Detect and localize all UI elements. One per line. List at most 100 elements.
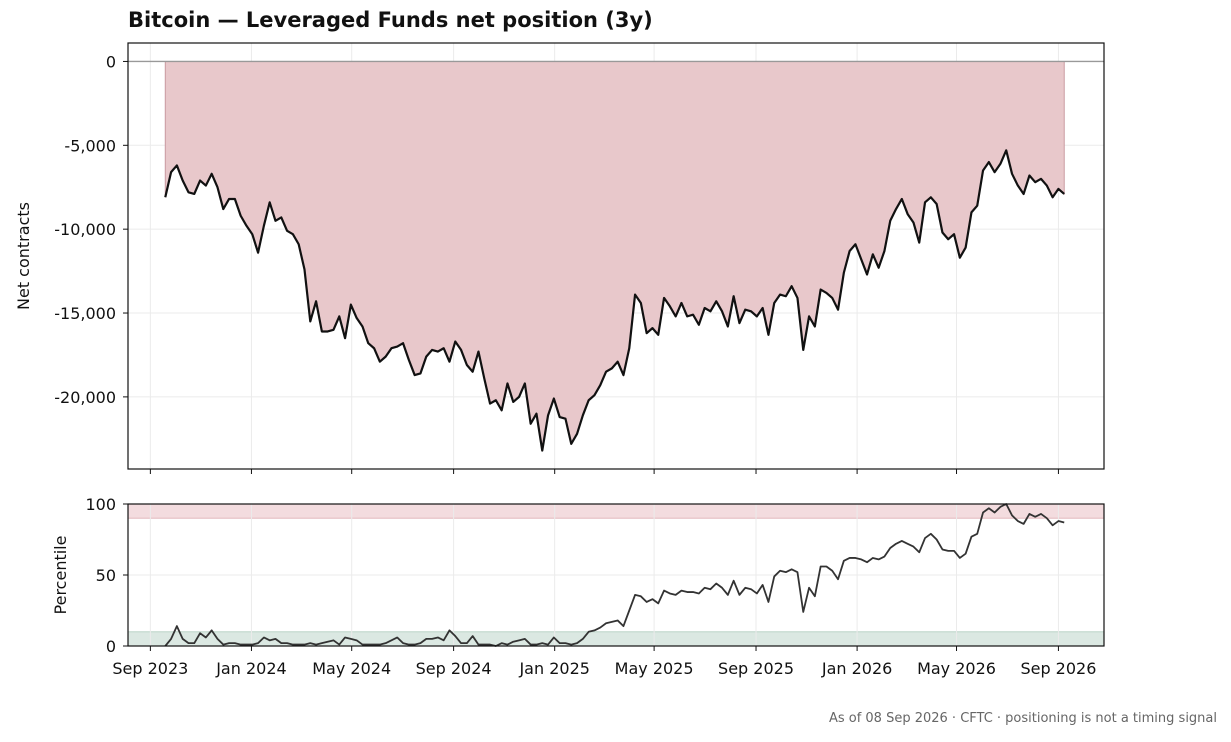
net-position-point-53 [472,371,474,373]
percentile-point-70 [570,644,572,646]
xtick-label-9: Sep 2026 [1020,659,1096,678]
bottom-ytick-label-2: 100 [85,495,116,514]
percentile-point-120 [860,558,862,560]
net-position-point-17 [263,225,265,227]
top-frame [127,42,1105,470]
top-ytick-label-3: -15,000 [54,304,116,323]
percentile-point-45 [425,638,427,640]
net-position-point-37 [379,361,381,363]
percentile-point-6 [199,632,201,634]
percentile-point-4 [187,642,189,644]
percentile-point-7 [205,636,207,638]
net-position-point-145 [1005,149,1007,151]
net-position-point-104 [767,334,769,336]
percentile-point-107 [785,571,787,573]
net-position-point-5 [193,193,195,195]
percentile-point-132 [930,533,932,535]
percentile-point-10 [222,644,224,646]
top-ytick-label-2: -10,000 [54,220,116,239]
percentile-point-76 [605,622,607,624]
net-position-point-136 [953,233,955,235]
net-position-point-98 [733,295,735,297]
net-position-point-23 [298,243,300,245]
xtick-label-5: May 2025 [615,659,694,678]
net-position-point-141 [982,169,984,171]
net-position-point-127 [901,198,903,200]
percentile-point-149 [1028,513,1030,515]
percentile-point-92 [698,592,700,594]
net-position-point-0 [164,196,166,198]
percentile-point-13 [240,644,242,646]
percentile-point-100 [744,587,746,589]
net-position-point-143 [994,171,996,173]
percentile-point-15 [251,644,253,646]
net-position-point-75 [599,384,601,386]
net-position-point-72 [582,414,584,416]
net-position-point-25 [309,320,311,322]
xtick-label-8: May 2026 [917,659,996,678]
percentile-point-142 [988,507,990,509]
percentile-point-101 [750,588,752,590]
percentile-point-125 [889,547,891,549]
percentile-point-73 [588,631,590,633]
percentile-point-5 [193,642,195,644]
percentile-point-75 [599,627,601,629]
net-position-point-131 [924,201,926,203]
percentile-point-95 [715,583,717,585]
percentile-point-31 [344,636,346,638]
net-position-point-3 [182,180,184,182]
net-position-point-96 [721,310,723,312]
net-position-area [164,60,1065,451]
net-position-point-33 [356,317,358,319]
net-position-point-118 [849,250,851,252]
percentile-point-50 [454,635,456,637]
net-position-point-117 [843,272,845,274]
net-position-point-154 [1057,188,1059,190]
percentile-point-88 [675,594,677,596]
percentile-point-126 [895,543,897,545]
net-position-point-119 [854,243,856,245]
net-position-point-101 [750,310,752,312]
net-position-point-61 [518,396,520,398]
bottom-ytick-label-0: 0 [106,637,116,656]
net-position-point-55 [483,377,485,379]
net-position-point-62 [524,382,526,384]
net-position-point-109 [796,297,798,299]
percentile-point-122 [872,557,874,559]
percentile-point-97 [727,594,729,596]
percentile-point-140 [976,533,978,535]
net-position-point-65 [541,450,543,452]
net-position-point-112 [814,325,816,327]
percentile-point-12 [234,642,236,644]
net-position-point-128 [907,213,909,215]
percentile-point-103 [762,584,764,586]
net-position-point-77 [611,367,613,369]
percentile-point-91 [692,591,694,593]
net-position-point-18 [269,201,271,203]
percentile-point-71 [576,642,578,644]
percentile-point-106 [779,570,781,572]
percentile-point-155 [1063,521,1065,523]
percentile-panel: 0 50 100 Sep 2023 Jan 2024 May 2024 Sep 2024 Ja… [51,495,1105,678]
percentile-point-109 [796,571,798,573]
net-position-point-122 [872,253,874,255]
net-position-point-22 [292,233,294,235]
net-position-point-132 [930,196,932,198]
net-position-point-130 [918,242,920,244]
net-position-point-153 [1052,196,1054,198]
net-position-point-95 [715,300,717,302]
net-position-point-60 [512,401,514,403]
net-position-point-66 [547,414,549,416]
net-position-point-39 [390,347,392,349]
top-ytick-label-4: -20,000 [54,388,116,407]
net-position-point-82 [640,302,642,304]
net-position-point-16 [257,252,259,254]
percentile-point-65 [541,642,543,644]
net-position-point-80 [628,347,630,349]
percentile-point-115 [831,570,833,572]
xtick-label-6: Sep 2025 [718,659,794,678]
net-position-point-89 [680,302,682,304]
net-position-point-26 [315,300,317,302]
net-position-point-92 [698,324,700,326]
net-position-point-123 [878,267,880,269]
